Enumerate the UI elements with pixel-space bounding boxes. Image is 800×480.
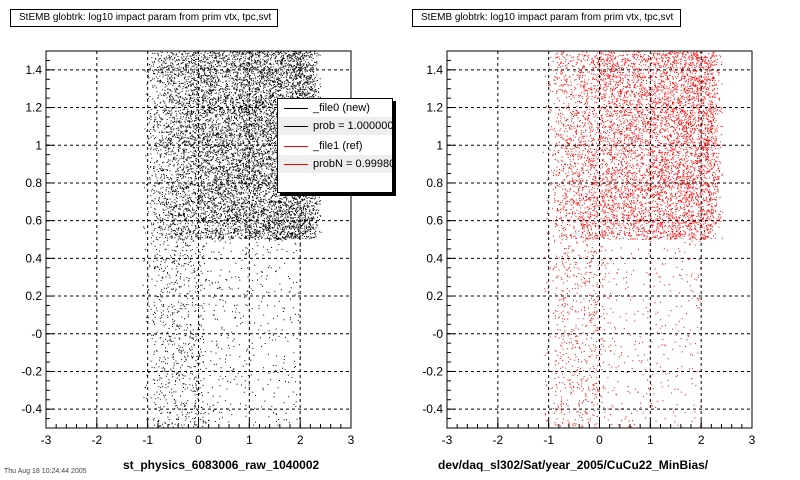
y-tick-label: -0.2 (21, 364, 42, 378)
x-tick-label: -2 (91, 433, 102, 447)
footer-timestamp: Thu Aug 18 10:24:44 2005 (4, 468, 87, 475)
right-x-axis-label: dev/daq_sl302/Sat/year_2005/CuCu22_MinBi… (438, 458, 709, 472)
x-tick-label: 1 (246, 433, 253, 447)
legend-entry-label: probN = 0.999800 (313, 158, 393, 170)
legend-entry-label: _file1 (ref) (313, 140, 363, 152)
legend-entry-probn: probN = 0.999800 (278, 155, 393, 173)
x-tick-label: -1 (543, 433, 554, 447)
legend-entry-label: _file0 (new) (313, 102, 370, 114)
y-tick-label: 0.4 (426, 251, 443, 265)
y-tick-label: -0.4 (422, 402, 443, 416)
y-tick-label: 0.6 (25, 214, 42, 228)
y-tick-label: 0.8 (25, 176, 42, 190)
right-scatter-panel: -3 -2 -1 0 1 2 3 -0.4 -0.2 -0 0.2 0.4 0.6 0.8 1 1.2 1.4 (422, 50, 756, 447)
y-tick-label: 1.2 (25, 101, 42, 115)
plot-border (446, 50, 753, 429)
legend-line-swatch (284, 164, 308, 165)
left-x-axis-label: st_physics_6083006_raw_1040002 (123, 458, 320, 472)
grid-lines (46, 51, 351, 428)
x-tick-label: 3 (749, 433, 756, 447)
x-tick-label: -2 (492, 433, 503, 447)
legend-line-swatch (284, 126, 308, 127)
grid-lines (447, 51, 752, 428)
y-tick-label: 1.4 (426, 63, 443, 77)
x-tick-label: 0 (596, 433, 603, 447)
plot-border (45, 50, 352, 429)
legend-line-swatch (284, 108, 308, 109)
y-tick-label: -0 (31, 327, 42, 341)
x-tick-label: 2 (698, 433, 705, 447)
y-tick-label: 1.4 (25, 63, 42, 77)
legend-entry-file0: _file0 (new) (278, 99, 392, 117)
legend-box: _file0 (new) prob = 1.000000 _file1 (ref… (277, 98, 393, 193)
y-tick-label: 0.2 (25, 289, 42, 303)
x-tick-label: -1 (142, 433, 153, 447)
x-tick-label: -3 (41, 433, 52, 447)
legend-line-swatch (284, 146, 308, 147)
y-tick-label: 1 (35, 138, 42, 152)
y-tick-label: 1 (436, 138, 443, 152)
x-tick-label: -3 (442, 433, 453, 447)
y-tick-label: 0.2 (426, 289, 443, 303)
y-tick-label: -0.4 (21, 402, 42, 416)
y-tick-label: -0.2 (422, 364, 443, 378)
y-tick-label: 0.4 (25, 251, 42, 265)
x-tick-label: 2 (297, 433, 304, 447)
y-tick-label: 0.6 (426, 214, 443, 228)
x-tick-label: 3 (348, 433, 355, 447)
scatter-region (544, 239, 702, 429)
legend-entry-prob: prob = 1.000000 (278, 117, 393, 135)
right-chart-title: StEMB globtrk: log10 impact param from p… (412, 9, 681, 27)
legend-entry-label: prob = 1.000000 (313, 120, 393, 132)
x-tick-label: 1 (647, 433, 654, 447)
y-tick-label: 1.2 (426, 101, 443, 115)
left-chart-title: StEMB globtrk: log10 impact param from p… (10, 9, 278, 27)
y-tick-label: -0 (432, 327, 443, 341)
legend-entry-file1: _file1 (ref) (278, 137, 392, 155)
x-tick-label: 0 (195, 433, 202, 447)
y-tick-label: 0.8 (426, 176, 443, 190)
